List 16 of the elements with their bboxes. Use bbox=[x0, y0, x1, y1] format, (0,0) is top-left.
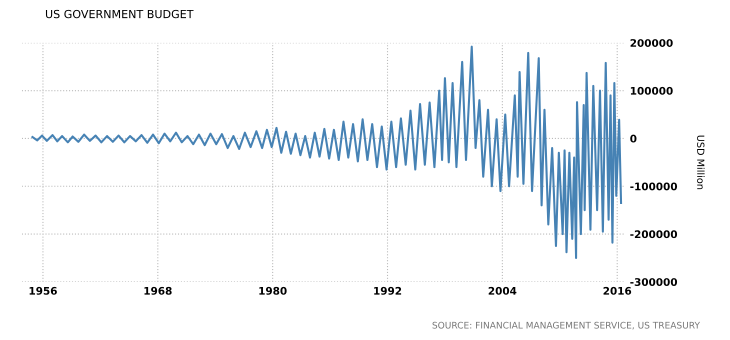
chart-title: US GOVERNMENT BUDGET bbox=[46, 10, 194, 18]
y-tick-label: -100000 bbox=[630, 182, 678, 190]
source-note: SOURCE: FINANCIAL MANAGEMENT SERVICE, US TREASURY bbox=[432, 322, 700, 330]
x-tick-label: 1968 bbox=[144, 286, 172, 295]
x-tick-label: 2016 bbox=[604, 286, 632, 295]
x-tick-label: 1980 bbox=[259, 286, 287, 295]
line-series bbox=[31, 46, 622, 260]
x-tick-label: 2004 bbox=[488, 286, 516, 295]
y-tick-label: -300000 bbox=[630, 278, 678, 286]
x-tick-label: 1992 bbox=[374, 286, 402, 295]
y-tick-label: -200000 bbox=[630, 230, 678, 238]
y-tick-label: 0 bbox=[630, 134, 636, 143]
y-tick-label: 100000 bbox=[630, 86, 673, 95]
x-tick-label: 1956 bbox=[30, 286, 57, 295]
y-tick-label: 200000 bbox=[630, 39, 673, 47]
y-axis-title: USD Million bbox=[697, 136, 705, 190]
